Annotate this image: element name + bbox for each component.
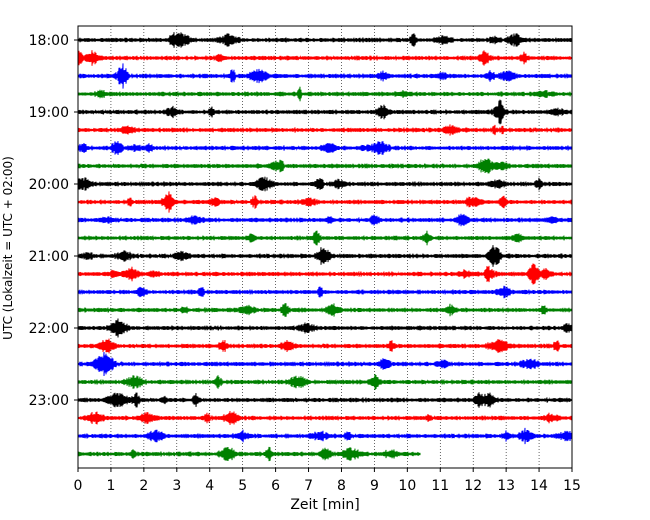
x-tick-label: 2	[139, 478, 148, 494]
y-tick-label: 21:00	[29, 249, 69, 265]
x-tick-label: 1	[106, 478, 115, 494]
x-tick-label: 4	[205, 478, 214, 494]
trace-1915	[77, 124, 573, 136]
traces	[77, 32, 573, 462]
x-tick-label: 6	[271, 478, 280, 494]
y-axis: 18:00 19:00 20:00 21:00 22:00 23:00	[29, 33, 78, 409]
trace-2345	[77, 446, 421, 462]
x-tick-label: 15	[563, 478, 581, 494]
x-axis: 0 1 2 3 4 5 6 7 8 9 10 11 12 13 14 15	[74, 468, 581, 494]
x-tick-label: 11	[431, 478, 449, 494]
y-tick-label: 18:00	[29, 33, 69, 49]
x-tick-label: 10	[398, 478, 416, 494]
x-tick-label: 13	[497, 478, 515, 494]
trace-2315	[77, 411, 573, 425]
trace-2245	[77, 373, 573, 391]
y-tick-label: 23:00	[29, 393, 69, 409]
x-tick-label: 14	[530, 478, 548, 494]
trace-2100	[77, 245, 573, 267]
trace-1830	[77, 63, 573, 89]
trace-1845	[77, 86, 573, 102]
trace-2230	[77, 351, 573, 377]
y-tick-label: 20:00	[29, 177, 69, 193]
trace-2015	[77, 191, 573, 213]
x-tick-label: 7	[304, 478, 313, 494]
trace-2215	[77, 338, 573, 354]
trace-2145	[77, 303, 573, 317]
x-tick-label: 5	[238, 478, 247, 494]
trace-2300	[77, 392, 573, 408]
x-tick-label: 0	[74, 478, 83, 494]
trace-2200	[77, 318, 573, 338]
trace-1815	[77, 50, 573, 66]
x-tick-label: 12	[464, 478, 482, 494]
x-axis-label: Zeit [min]	[290, 497, 359, 513]
x-tick-label: 9	[370, 478, 379, 494]
trace-2000	[77, 176, 573, 192]
x-tick-label: 8	[337, 478, 346, 494]
y-tick-label: 19:00	[29, 105, 69, 121]
trace-2045	[77, 230, 573, 246]
y-tick-label: 22:00	[29, 321, 69, 337]
trace-1900	[77, 99, 573, 125]
trace-2030	[77, 213, 573, 227]
x-tick-label: 3	[172, 478, 181, 494]
plot-frame	[77, 25, 573, 469]
trace-2330	[77, 427, 573, 445]
trace-1800	[77, 32, 573, 48]
trace-1930	[77, 141, 573, 155]
y-axis-label: UTC (Lokalzeit = UTC + 02:00)	[1, 156, 15, 340]
trace-2115	[77, 263, 573, 285]
trace-2130	[77, 285, 573, 299]
trace-1945	[77, 158, 573, 174]
